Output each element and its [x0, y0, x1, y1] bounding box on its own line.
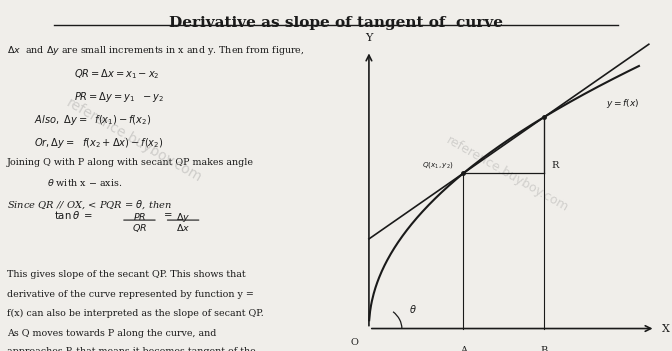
Text: $PR$: $PR$: [133, 211, 146, 221]
Text: $\Delta y$: $\Delta y$: [176, 211, 190, 224]
Text: O: O: [350, 338, 358, 347]
Text: reference.buyboy.com: reference.buyboy.com: [64, 96, 205, 185]
Text: approaches P, that means it becomes tangent of the: approaches P, that means it becomes tang…: [7, 347, 255, 351]
Text: Y: Y: [366, 33, 372, 43]
Text: $\theta$: $\theta$: [409, 303, 417, 314]
Text: $y = f(x)$: $y = f(x)$: [605, 97, 639, 110]
Text: reference.buyboy.com: reference.buyboy.com: [444, 134, 571, 214]
Text: R: R: [551, 161, 558, 170]
Text: $\theta$ with x $-$ axis.: $\theta$ with x $-$ axis.: [47, 177, 122, 187]
Text: X: X: [662, 324, 670, 333]
Text: $Or, \Delta y =\ \ f(x_2 + \Delta x) - f(x_2)$: $Or, \Delta y =\ \ f(x_2 + \Delta x) - f…: [34, 136, 163, 150]
Text: $=$: $=$: [162, 209, 173, 218]
Text: Derivative as slope of tangent of  curve: Derivative as slope of tangent of curve: [169, 16, 503, 30]
Text: derivative of the curve represented by function y =: derivative of the curve represented by f…: [7, 290, 253, 299]
Text: $\Delta x$  and $\Delta y$ are small increments in x and y. Then from figure,: $\Delta x$ and $\Delta y$ are small incr…: [7, 44, 304, 57]
Text: B: B: [541, 345, 548, 351]
Text: $\tan\theta\ =$: $\tan\theta\ =$: [54, 209, 93, 221]
Text: $Q(x_1, y_2)$: $Q(x_1, y_2)$: [421, 160, 454, 170]
Text: A: A: [460, 345, 467, 351]
Text: As Q moves towards P along the curve, and: As Q moves towards P along the curve, an…: [7, 329, 216, 338]
Text: Since QR // OX, < PQR = $\theta$, then: Since QR // OX, < PQR = $\theta$, then: [7, 198, 171, 211]
Text: $QR$: $QR$: [132, 222, 147, 234]
Text: Joining Q with P along with secant QP makes angle: Joining Q with P along with secant QP ma…: [7, 158, 254, 167]
Text: f(x) can also be interpreted as the slope of secant QP.: f(x) can also be interpreted as the slop…: [7, 309, 263, 318]
Text: $Also,\ \Delta y =\ \ f(x_1) - f(x_2)$: $Also,\ \Delta y =\ \ f(x_1) - f(x_2)$: [34, 113, 151, 127]
Text: This gives slope of the secant QP. This shows that: This gives slope of the secant QP. This …: [7, 270, 245, 279]
Text: $QR = \Delta x = x_1 - x_2$: $QR = \Delta x = x_1 - x_2$: [74, 67, 159, 81]
Text: $\Delta x$: $\Delta x$: [176, 222, 190, 233]
Text: $PR = \Delta y = y_1\ \ - y_2$: $PR = \Delta y = y_1\ \ - y_2$: [74, 90, 164, 104]
